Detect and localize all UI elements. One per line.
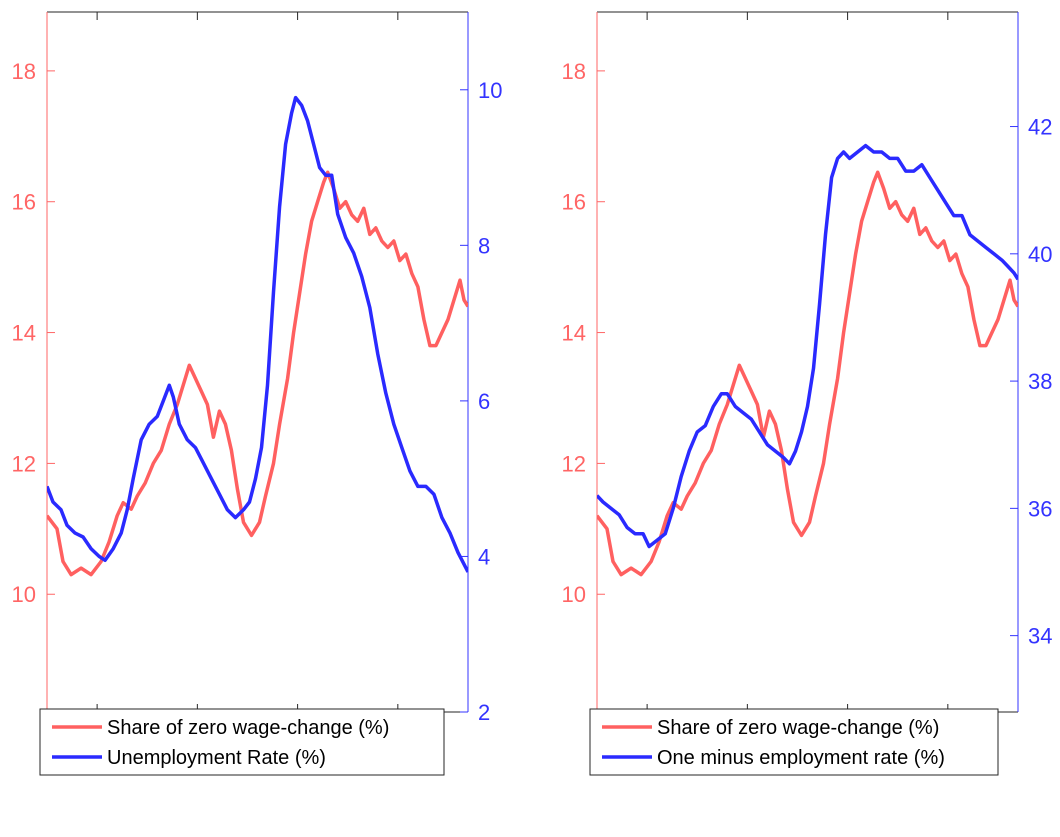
right-y-tick-label: 2	[478, 700, 490, 725]
left-y-tick-label: 18	[12, 59, 36, 84]
legend: Share of zero wage-change (%) One minus e…	[589, 708, 999, 776]
left-y-tick-label: 12	[562, 451, 586, 476]
legend-box	[589, 708, 999, 776]
left-y-tick-label: 10	[562, 582, 586, 607]
left-y-tick-label: 14	[12, 321, 36, 346]
right-y-tick-label: 38	[1028, 369, 1052, 394]
right-y-tick-label: 34	[1028, 624, 1052, 649]
left-y-tick-label: 16	[562, 190, 586, 215]
left-y-tick-label: 14	[562, 321, 586, 346]
left-y-tick-label: 12	[12, 451, 36, 476]
legend-label: Unemployment Rate (%)	[107, 747, 326, 769]
right-y-tick-label: 4	[478, 544, 490, 569]
chart-panel-1: 20002005201020151012141618246810Share of…	[12, 11, 502, 776]
right-y-tick-label: 6	[478, 389, 490, 414]
right-y-tick-label: 36	[1028, 496, 1052, 521]
legend: Share of zero wage-change (%) Unemploymen…	[39, 708, 445, 776]
right-y-tick-label: 40	[1028, 242, 1052, 267]
right-y-tick-label: 10	[478, 78, 502, 103]
zero-wage-change-line	[597, 170, 1018, 577]
legend-label: Share of zero wage-change (%)	[107, 717, 389, 739]
legend-label: Share of zero wage-change (%)	[657, 717, 939, 739]
chart-panel-2: 200020052010201510121416183436384042Shar…	[562, 11, 1052, 776]
left-y-tick-label: 18	[562, 59, 586, 84]
right-axis-series-line	[597, 143, 1018, 549]
right-axis-series-line	[47, 95, 468, 573]
legend-label: One minus employment rate (%)	[657, 747, 945, 769]
right-y-tick-label: 42	[1028, 115, 1052, 140]
legend-box	[39, 708, 445, 776]
left-y-tick-label: 16	[12, 190, 36, 215]
right-y-tick-label: 8	[478, 233, 490, 258]
zero-wage-change-line	[47, 170, 468, 577]
left-y-tick-label: 10	[12, 582, 36, 607]
